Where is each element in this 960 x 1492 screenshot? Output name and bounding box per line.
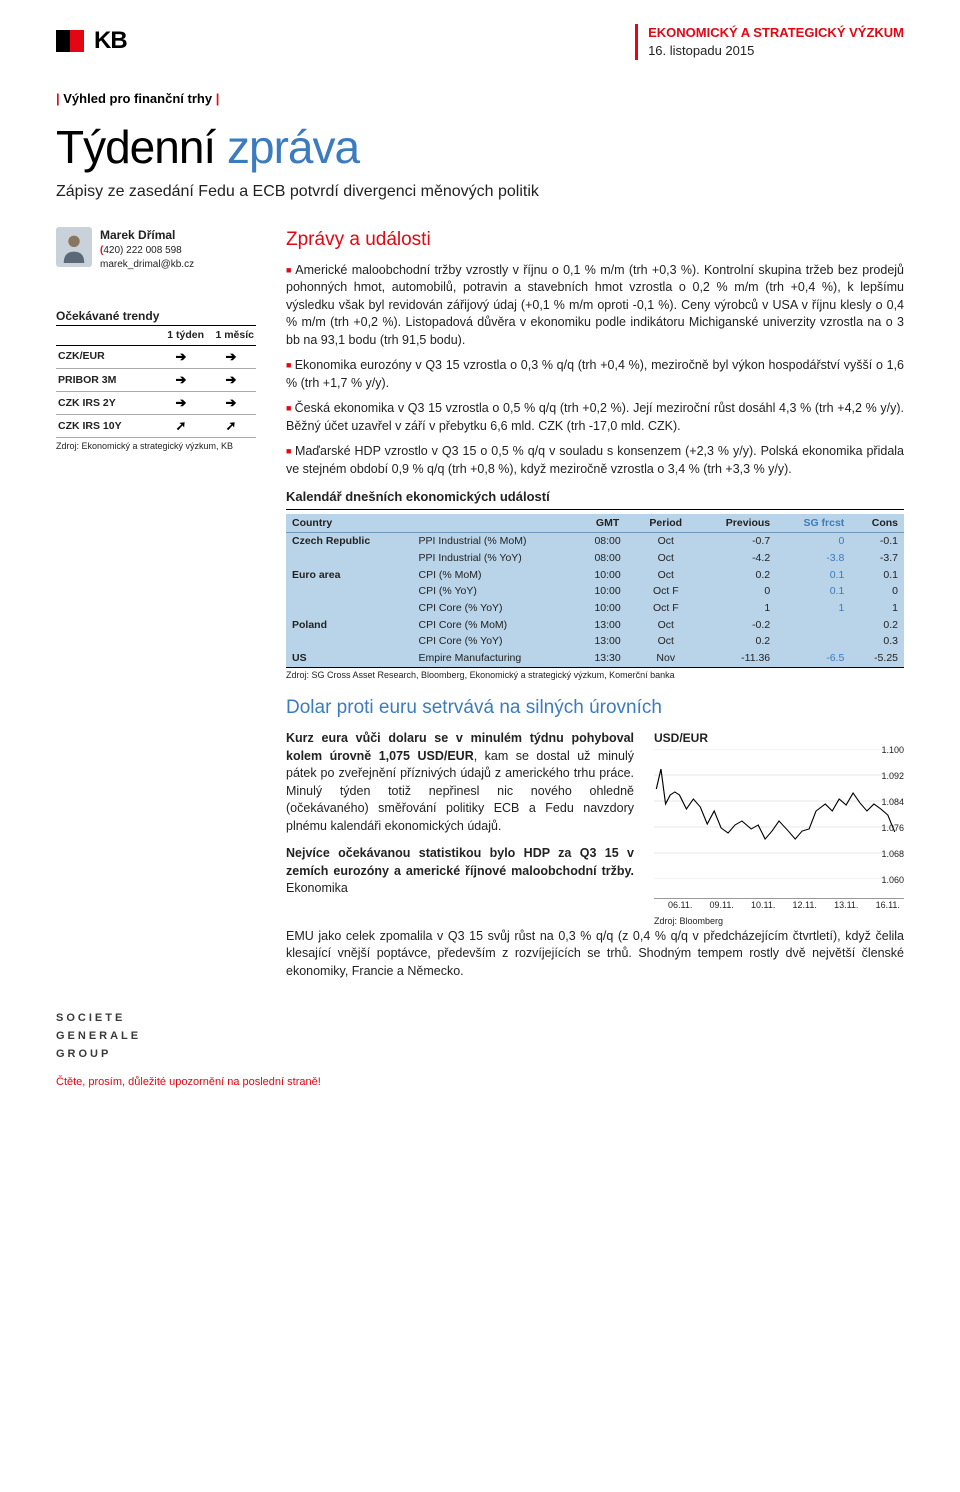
cal-col	[413, 514, 581, 533]
trends-row: CZK IRS 2Y➔➔	[56, 392, 256, 415]
author-block: Marek Dřímal (420) 222 008 598 marek_dri…	[56, 227, 256, 272]
cal-row: Euro areaCPI (% MoM)10:00Oct0.20.10.1	[286, 567, 904, 584]
trends-col-week: 1 týden	[156, 325, 206, 345]
calendar-title: Kalendář dnešních ekonomických událostí	[286, 488, 904, 509]
chart-xtick: 13.11.	[834, 899, 858, 912]
cal-row: CPI (% YoY)10:00Oct F00.10	[286, 583, 904, 600]
author-email: marek_drimal@kb.cz	[100, 258, 194, 272]
author-name: Marek Dřímal	[100, 227, 194, 244]
trends-row: PRIBOR 3M➔➔	[56, 368, 256, 391]
news-list: ■Americké maloobchodní tržby vzrostly v …	[286, 262, 904, 479]
chart-ytick: 1.092	[881, 770, 904, 783]
trends-title: Očekávané trendy	[56, 308, 256, 325]
calendar-source: Zdroj: SG Cross Asset Research, Bloomber…	[286, 669, 904, 682]
chart-ytick: 1.076	[881, 822, 904, 835]
cal-row: USEmpire Manufacturing13:30Nov-11.36-6.5…	[286, 650, 904, 667]
cal-col: Previous	[697, 514, 776, 533]
chart-xtick: 10.11.	[751, 899, 775, 912]
logo: KB	[56, 24, 127, 58]
trends-row: CZK IRS 10Y➚➚	[56, 415, 256, 438]
news-heading: Zprávy a události	[286, 227, 904, 254]
cal-col: Period	[634, 514, 697, 533]
cal-row: Czech RepublicPPI Industrial (% MoM)08:0…	[286, 533, 904, 550]
chart-xtick: 09.11.	[710, 899, 734, 912]
cal-row: PPI Industrial (% YoY)08:00Oct-4.2-3.8-3…	[286, 550, 904, 567]
disclaimer: Čtěte, prosím, důležité upozornění na po…	[56, 1075, 904, 1090]
trends-col-month: 1 měsíc	[206, 325, 256, 345]
chart-source: Zdroj: Bloomberg	[654, 915, 904, 928]
avatar-icon	[56, 227, 92, 267]
chart-xaxis: 06.11. 09.11. 10.11. 12.11. 13.11. 16.11.	[654, 899, 904, 912]
cal-col: Country	[286, 514, 413, 533]
chart-title: USD/EUR	[654, 730, 904, 747]
cal-col: SG frcst	[776, 514, 850, 533]
header-right: EKONOMICKÝ A STRATEGICKÝ VÝZKUM 16. list…	[635, 24, 904, 60]
chart-ytick: 1.100	[881, 744, 904, 757]
header-category: EKONOMICKÝ A STRATEGICKÝ VÝZKUM	[648, 24, 904, 42]
cal-row: CPI Core (% YoY)13:00Oct0.20.3	[286, 633, 904, 650]
fx-continuation: EMU jako celek zpomalila v Q3 15 svůj rů…	[286, 928, 904, 981]
chart-ytick: 1.084	[881, 796, 904, 809]
author-phone: (420) 222 008 598	[100, 244, 194, 258]
chart-xtick: 12.11.	[793, 899, 817, 912]
logo-text: KB	[94, 24, 127, 58]
fx-heading: Dolar proti euru setrvává na silných úro…	[286, 695, 904, 722]
cal-row: PolandCPI Core (% MoM)13:00Oct-0.20.2	[286, 617, 904, 634]
subtitle: Zápisy ze zasedání Fedu a ECB potvrdí di…	[56, 181, 904, 203]
chart-xtick: 16.11.	[876, 899, 900, 912]
cal-col: GMT	[581, 514, 635, 533]
chart-ytick: 1.068	[881, 848, 904, 861]
kb-logo-icon	[56, 30, 84, 52]
news-item: ■Americké maloobchodní tržby vzrostly v …	[286, 262, 904, 350]
header: KB EKONOMICKÝ A STRATEGICKÝ VÝZKUM 16. l…	[56, 24, 904, 60]
cal-col: Cons	[850, 514, 904, 533]
usdeur-chart: USD/EUR 1.100 1.092 1.084 1.076 1.068 1.060 0…	[654, 730, 904, 928]
news-item: ■Ekonomika eurozóny v Q3 15 vzrostla o 0…	[286, 357, 904, 392]
sidebar: Marek Dřímal (420) 222 008 598 marek_dri…	[56, 227, 256, 980]
fx-text: Kurz eura vůči dolaru se v minulém týdnu…	[286, 730, 634, 928]
trends-table: 1 týden 1 měsíc CZK/EUR➔➔PRIBOR 3M➔➔CZK …	[56, 325, 256, 438]
chart-ytick: 1.060	[881, 874, 904, 887]
trends-row: CZK/EUR➔➔	[56, 345, 256, 368]
news-item: ■Maďarské HDP vzrostlo v Q3 15 o 0,5 % q…	[286, 443, 904, 478]
news-item: ■Česká ekonomika v Q3 15 vzrostla o 0,5 …	[286, 400, 904, 435]
cal-row: CPI Core (% YoY)10:00Oct F111	[286, 600, 904, 617]
calendar-table: Country GMTPeriodPreviousSG frcstCons Cze…	[286, 514, 904, 668]
trends-source: Zdroj: Ekonomický a strategický výzkum, …	[56, 440, 256, 453]
footer-logo: SOCIETE GENERALE GROUP	[56, 1010, 904, 1063]
page-title: Týdenní zpráva	[56, 115, 904, 179]
eyebrow: | Výhled pro finanční trhy |	[56, 90, 904, 108]
chart-xtick: 06.11.	[668, 899, 692, 912]
main-content: Zprávy a události ■Americké maloobchodní…	[286, 227, 904, 980]
header-date: 16. listopadu 2015	[648, 42, 904, 60]
